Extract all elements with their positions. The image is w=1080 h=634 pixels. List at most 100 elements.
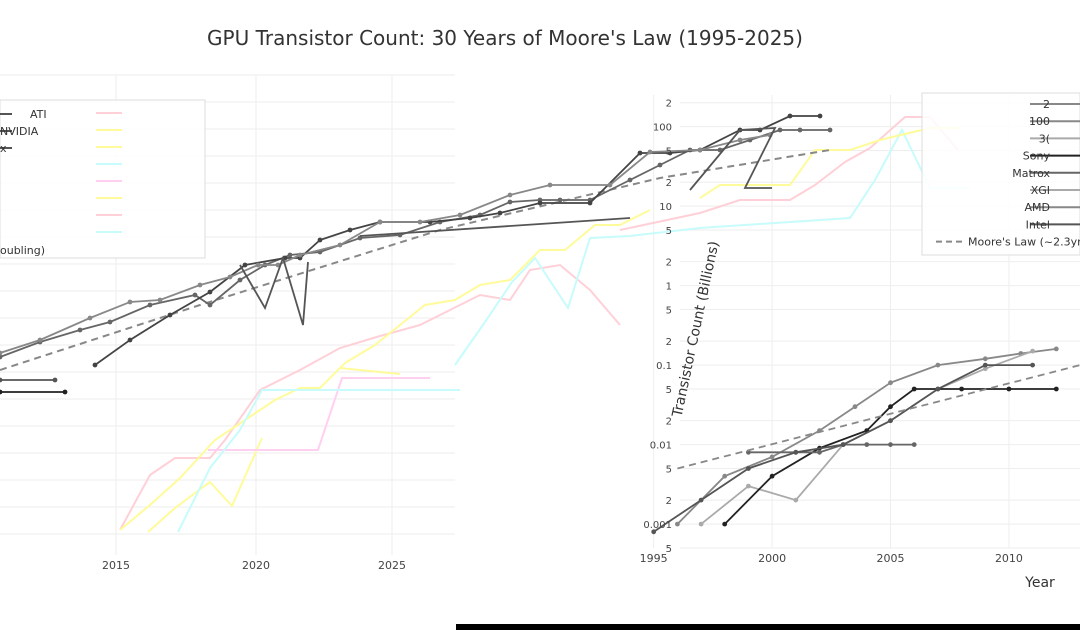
y-tick-label: 0.01 bbox=[650, 441, 672, 452]
legend-label: 3( bbox=[1039, 132, 1050, 145]
y-tick-label: 0.001 bbox=[643, 520, 672, 531]
right-axis-ticks: 5 0.001 2 5 0.01 2 5 0.1 2 5 1 2 5 10 2 5 100 2 1995 2000 20… bbox=[640, 99, 1023, 565]
data-point bbox=[127, 299, 133, 305]
data-point bbox=[1030, 362, 1035, 368]
data-point bbox=[911, 386, 917, 392]
series-line bbox=[239, 255, 309, 326]
data-point bbox=[547, 182, 553, 188]
legend-label: 2 bbox=[1043, 98, 1050, 111]
data-point bbox=[888, 404, 893, 410]
data-point bbox=[637, 150, 643, 156]
data-point bbox=[935, 386, 941, 392]
data-point bbox=[697, 147, 703, 153]
data-point bbox=[840, 442, 846, 447]
y-tick-label: 2 bbox=[666, 496, 672, 507]
data-point bbox=[377, 219, 383, 225]
data-point bbox=[207, 289, 213, 295]
series-line bbox=[119, 209, 651, 531]
data-point bbox=[793, 449, 799, 455]
data-point bbox=[864, 442, 870, 447]
data-point bbox=[77, 327, 83, 333]
data-point bbox=[107, 319, 113, 325]
y-tick-label: 5 bbox=[666, 385, 672, 396]
data-point bbox=[1053, 346, 1059, 352]
legend-box bbox=[0, 99, 206, 259]
y-tick-label: 2 bbox=[666, 178, 672, 189]
data-point bbox=[769, 473, 775, 479]
data-point bbox=[1053, 386, 1059, 392]
series-line bbox=[119, 263, 621, 531]
data-point bbox=[627, 177, 633, 183]
y-tick-label: 2 bbox=[666, 99, 672, 110]
data-point bbox=[737, 137, 743, 143]
series-line bbox=[689, 127, 777, 191]
data-point bbox=[722, 473, 728, 479]
data-point bbox=[227, 274, 233, 280]
data-point bbox=[982, 356, 988, 362]
y-tick-label: 5 bbox=[666, 544, 672, 555]
data-point bbox=[167, 312, 173, 318]
y-tick-label: 5 bbox=[666, 465, 672, 476]
data-point bbox=[0, 377, 3, 383]
legend-label: NVIDIA bbox=[0, 125, 39, 138]
left-legend: ATI NVIDIA x oubling) bbox=[0, 99, 206, 259]
series-line bbox=[699, 127, 960, 199]
data-point bbox=[746, 449, 751, 455]
data-point bbox=[675, 521, 680, 527]
chart-title: GPU Transistor Count: 30 Years of Moore'… bbox=[207, 26, 803, 50]
data-point bbox=[722, 521, 728, 527]
legend-label: oubling) bbox=[0, 244, 45, 257]
series-line bbox=[359, 217, 631, 237]
data-point bbox=[347, 227, 353, 233]
legend-label: Moore's Law (~2.3yr bbox=[968, 236, 1080, 249]
data-point bbox=[127, 337, 133, 343]
x-tick-label: 2010 bbox=[995, 552, 1023, 565]
y-tick-label: 2 bbox=[666, 258, 672, 269]
y-tick-label: 2 bbox=[666, 337, 672, 348]
left-axis-ticks: 2015 2020 2025 bbox=[102, 559, 406, 572]
bottom-bar bbox=[456, 624, 1080, 630]
data-point bbox=[827, 127, 833, 133]
y-tick-label: 10 bbox=[659, 202, 672, 213]
data-point bbox=[959, 386, 964, 392]
data-point bbox=[197, 282, 203, 288]
series-line bbox=[339, 367, 401, 375]
data-point bbox=[888, 380, 893, 386]
data-point bbox=[192, 292, 198, 298]
data-point bbox=[87, 315, 93, 321]
y-tick-label: 100 bbox=[653, 123, 672, 134]
series-lines bbox=[0, 113, 1080, 535]
y-tick-label: 5 bbox=[666, 147, 672, 158]
data-point bbox=[607, 182, 613, 188]
series-line bbox=[454, 127, 970, 366]
x-axis-label: Year bbox=[1024, 575, 1055, 591]
data-point bbox=[297, 252, 303, 258]
data-point bbox=[92, 362, 98, 368]
right-legend: 2 100 3(Sony Matrox XGI AMD Intel Moore's Law (… bbox=[921, 92, 1080, 256]
data-point bbox=[457, 212, 463, 218]
x-tick-label: 2000 bbox=[758, 552, 786, 565]
y-tick-label: 5 bbox=[666, 306, 672, 317]
data-point bbox=[1030, 348, 1035, 354]
data-point bbox=[237, 277, 243, 283]
legend-label: x bbox=[0, 142, 7, 155]
data-point bbox=[787, 113, 793, 119]
data-point bbox=[1006, 386, 1012, 392]
data-point bbox=[746, 466, 751, 471]
data-point bbox=[255, 262, 261, 268]
data-point bbox=[793, 497, 799, 503]
moores-law-line bbox=[677, 364, 1080, 470]
data-point bbox=[507, 192, 513, 198]
data-point bbox=[698, 497, 704, 503]
data-point bbox=[0, 389, 3, 395]
series-line bbox=[208, 377, 430, 451]
series-line bbox=[619, 116, 959, 231]
legend-label: Intel bbox=[1026, 218, 1050, 231]
y-tick-label: 1 bbox=[666, 282, 672, 293]
data-point bbox=[817, 449, 822, 455]
legend-label: AMD bbox=[1025, 201, 1051, 214]
data-point bbox=[797, 127, 803, 133]
data-point bbox=[507, 199, 513, 205]
data-point bbox=[935, 362, 941, 368]
